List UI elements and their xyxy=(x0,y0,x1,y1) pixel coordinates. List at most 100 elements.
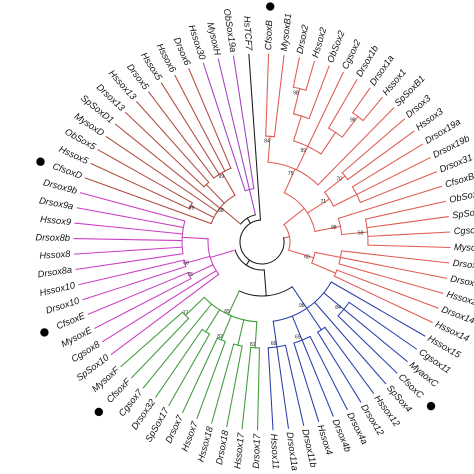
branch-segment xyxy=(174,74,226,172)
branch-segment xyxy=(320,131,337,155)
branch-segment xyxy=(205,309,221,333)
branch-segment xyxy=(311,262,337,274)
leaf-label: Hssox9 xyxy=(40,214,72,227)
branch-segment xyxy=(78,259,185,286)
branch-arc xyxy=(207,238,220,276)
branch-segment xyxy=(327,78,358,129)
branch-segment xyxy=(74,222,183,235)
branch-segment xyxy=(75,253,184,271)
branch-segment xyxy=(367,244,451,249)
branch-segment xyxy=(221,171,236,196)
species-marker-dot xyxy=(36,157,45,166)
branch-segment xyxy=(341,115,359,138)
branch-segment xyxy=(87,272,189,315)
branch-arc xyxy=(181,220,186,255)
leaf-label: Drsox21a xyxy=(452,258,474,272)
branch-segment xyxy=(120,311,184,368)
branch-segment xyxy=(340,250,450,264)
leaf-label: Drsox11a xyxy=(285,431,300,471)
branch-segment xyxy=(283,168,296,194)
leaf-label: ObSox14 xyxy=(448,187,474,205)
branch-segment xyxy=(295,145,309,171)
leaf-label: MysoxB2 xyxy=(454,242,474,253)
leaf-label: Hssox4 xyxy=(316,423,335,456)
branch-segment xyxy=(241,346,252,430)
leaf-label: MysoxH xyxy=(205,21,223,56)
leaf-label: Drsox9a xyxy=(38,195,74,211)
branch-arc xyxy=(239,214,257,225)
leaf-label: Drsox17 xyxy=(251,433,262,469)
leaf-label: HsTCF7 xyxy=(242,16,254,52)
branch-segment xyxy=(114,123,221,209)
branch-segment xyxy=(291,315,303,341)
branch-segment xyxy=(76,207,184,229)
branch-segment xyxy=(366,216,449,229)
branch-segment xyxy=(188,68,232,169)
branch-segment xyxy=(155,328,203,398)
bootstrap-value: 70 xyxy=(336,177,342,183)
leaf-label: ObSox19a xyxy=(222,8,239,53)
branch-segment xyxy=(202,62,246,192)
branch-segment xyxy=(362,96,383,122)
branch-segment xyxy=(337,185,443,219)
bootstrap-value: 65 xyxy=(295,334,301,340)
bootstrap-value: 77 xyxy=(183,311,189,317)
branch-arc xyxy=(283,223,291,251)
branch-segment xyxy=(364,200,447,220)
branch-segment xyxy=(73,238,183,242)
branch-segment xyxy=(196,340,227,420)
branch-segment xyxy=(307,71,344,148)
branch-segment xyxy=(124,111,205,188)
branch-segment xyxy=(301,339,334,417)
bootstrap-value: 75 xyxy=(288,171,294,177)
branch-segment xyxy=(219,206,242,225)
bootstrap-value: 99 xyxy=(218,174,224,180)
leaf-label: SpSoxB2 xyxy=(451,205,474,220)
leaf-label: Hssox17 xyxy=(232,432,246,470)
branch-arc xyxy=(341,171,349,181)
leaf-label: Hssox2 xyxy=(310,25,328,58)
branch-segment xyxy=(226,345,243,428)
leaf-label: Drsox2 xyxy=(295,23,311,55)
branch-segment xyxy=(73,246,183,255)
leaf-label: Hssox10 xyxy=(39,280,77,298)
branch-segment xyxy=(232,55,255,190)
bootstrap-value: 71 xyxy=(321,199,327,205)
tree-branches xyxy=(73,53,451,431)
leaf-label: CfsoxB2 xyxy=(444,169,474,189)
leaf-label: Drsox8b xyxy=(35,232,70,243)
branch-segment xyxy=(245,259,251,266)
leaf-label: Cgsox14 xyxy=(453,224,474,236)
branch-segment xyxy=(317,107,395,186)
branch-arc xyxy=(265,135,275,138)
leaf-label: CfsoxB xyxy=(263,20,274,50)
branch-segment xyxy=(306,307,323,331)
branch-segment xyxy=(82,265,187,301)
branch-arc xyxy=(203,296,258,323)
leaf-label: MysoxB1 xyxy=(279,13,293,52)
branch-segment xyxy=(332,193,358,207)
branch-segment xyxy=(314,225,342,233)
branch-arc xyxy=(210,194,236,225)
leaf-label: Hssox11 xyxy=(269,433,281,469)
branch-segment xyxy=(292,115,302,142)
branch-segment xyxy=(248,188,257,216)
branch-segment xyxy=(273,54,285,138)
species-marker-dot xyxy=(426,401,436,411)
branch-segment xyxy=(110,273,220,356)
bootstrap-value: 98 xyxy=(331,225,337,231)
branch-segment xyxy=(276,346,290,429)
leaf-label: Drsox8a xyxy=(37,265,73,280)
branch-arc xyxy=(283,192,316,233)
branch-segment xyxy=(267,135,271,163)
branch-segment xyxy=(292,87,301,115)
branch-segment xyxy=(346,130,415,181)
branch-segment xyxy=(184,255,211,264)
branch-segment xyxy=(131,317,190,379)
branch-segment xyxy=(220,315,232,341)
branch-segment xyxy=(84,177,212,225)
bootstrap-value: 60 xyxy=(304,255,310,261)
branch-segment xyxy=(351,143,424,188)
branch-segment xyxy=(237,319,245,346)
